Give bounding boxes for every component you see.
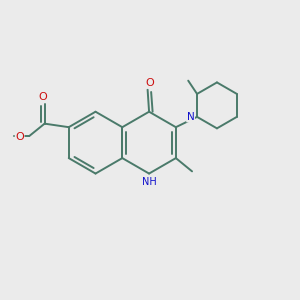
Text: O: O (145, 78, 154, 88)
Text: O: O (38, 92, 47, 102)
Text: NH: NH (142, 177, 157, 187)
Text: N: N (187, 112, 194, 122)
Text: O: O (15, 132, 24, 142)
